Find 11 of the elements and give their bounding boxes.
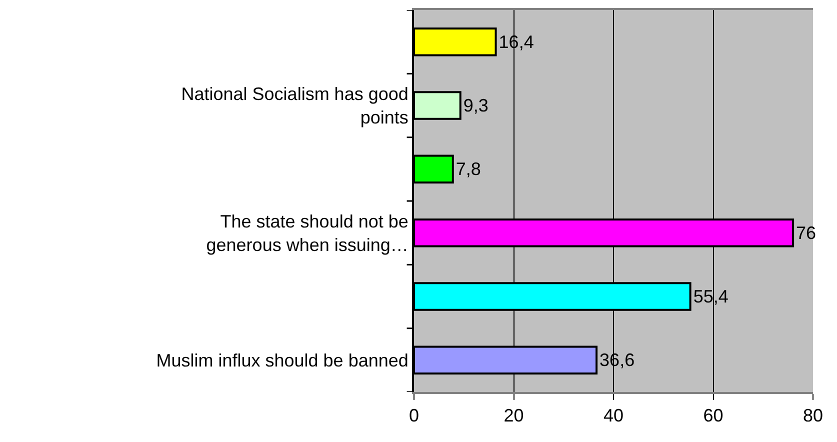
x-tick-label: 80 [802, 406, 824, 426]
y-tick-label: The state should not be generous when issuing… [206, 211, 408, 255]
y-tick-label: Muslim influx should be banned [156, 350, 408, 370]
data-label: 9,3 [463, 96, 488, 116]
x-tick-label: 40 [603, 406, 624, 426]
x-tick-label: 20 [504, 406, 524, 426]
y-tick-label: National Socialism has good points [181, 84, 408, 128]
x-tick-label: 60 [703, 406, 724, 426]
x-tick-label: 0 [408, 406, 420, 426]
data-label: 76 [796, 222, 816, 243]
data-label: 7,8 [456, 159, 481, 180]
